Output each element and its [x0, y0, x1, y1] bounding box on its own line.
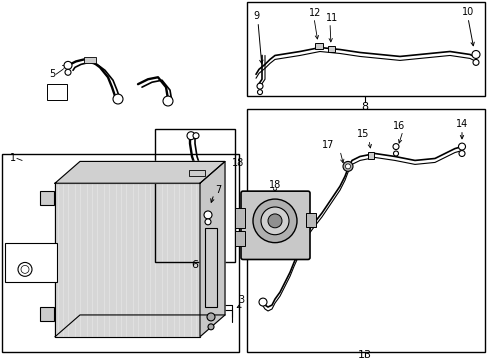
Bar [235, 231, 245, 246]
Text: 8: 8 [362, 102, 368, 112]
Bar [189, 170, 205, 176]
Circle shape [64, 62, 72, 69]
Text: 12: 12 [309, 8, 321, 18]
Circle shape [40, 265, 48, 273]
Bar [247, 109, 485, 352]
Polygon shape [200, 161, 225, 337]
Text: 14: 14 [456, 119, 468, 129]
Text: 10: 10 [462, 7, 474, 17]
Circle shape [343, 161, 353, 171]
Text: 4: 4 [54, 87, 60, 97]
Circle shape [163, 96, 173, 106]
Circle shape [113, 94, 123, 104]
Circle shape [268, 214, 282, 228]
Text: 17: 17 [322, 140, 334, 150]
Circle shape [345, 164, 350, 169]
Circle shape [472, 50, 480, 58]
Bar [5, 243, 57, 282]
Circle shape [261, 207, 289, 235]
Circle shape [473, 59, 479, 66]
Circle shape [187, 132, 195, 140]
Text: 5: 5 [49, 69, 55, 79]
Circle shape [205, 219, 211, 225]
Bar [155, 129, 235, 262]
Bar [368, 152, 374, 159]
Circle shape [459, 143, 466, 150]
FancyBboxPatch shape [241, 191, 310, 260]
Circle shape [65, 69, 71, 75]
Circle shape [193, 133, 199, 139]
Circle shape [31, 265, 41, 274]
Text: 2: 2 [13, 253, 19, 262]
Circle shape [253, 199, 297, 243]
Bar [328, 46, 335, 53]
Text: 13: 13 [358, 350, 372, 360]
Text: 16: 16 [393, 121, 405, 131]
Circle shape [18, 262, 32, 276]
Circle shape [393, 144, 399, 149]
Text: 1: 1 [10, 153, 16, 163]
Bar [40, 191, 54, 205]
Bar [2, 153, 239, 352]
Bar [306, 213, 316, 227]
Circle shape [207, 313, 215, 321]
Bar [235, 208, 245, 228]
Circle shape [208, 324, 214, 330]
Circle shape [258, 90, 263, 95]
Text: 7: 7 [215, 185, 221, 195]
Circle shape [21, 265, 29, 273]
Circle shape [257, 83, 263, 89]
Text: 6: 6 [192, 260, 198, 270]
Bar [84, 58, 96, 63]
Text: 9: 9 [253, 11, 259, 21]
Text: 11: 11 [326, 13, 338, 23]
Circle shape [459, 150, 465, 157]
Text: 3: 3 [238, 295, 244, 305]
Text: 18: 18 [269, 180, 281, 190]
Text: 18: 18 [232, 158, 244, 168]
Bar [205, 228, 217, 307]
Circle shape [259, 298, 267, 306]
Text: 15: 15 [357, 129, 369, 139]
Bar [47, 84, 67, 100]
Polygon shape [55, 161, 225, 183]
Bar [315, 42, 323, 49]
Bar [247, 2, 485, 96]
Circle shape [393, 151, 398, 156]
Bar [40, 307, 54, 321]
Circle shape [204, 211, 212, 219]
Polygon shape [55, 183, 200, 337]
